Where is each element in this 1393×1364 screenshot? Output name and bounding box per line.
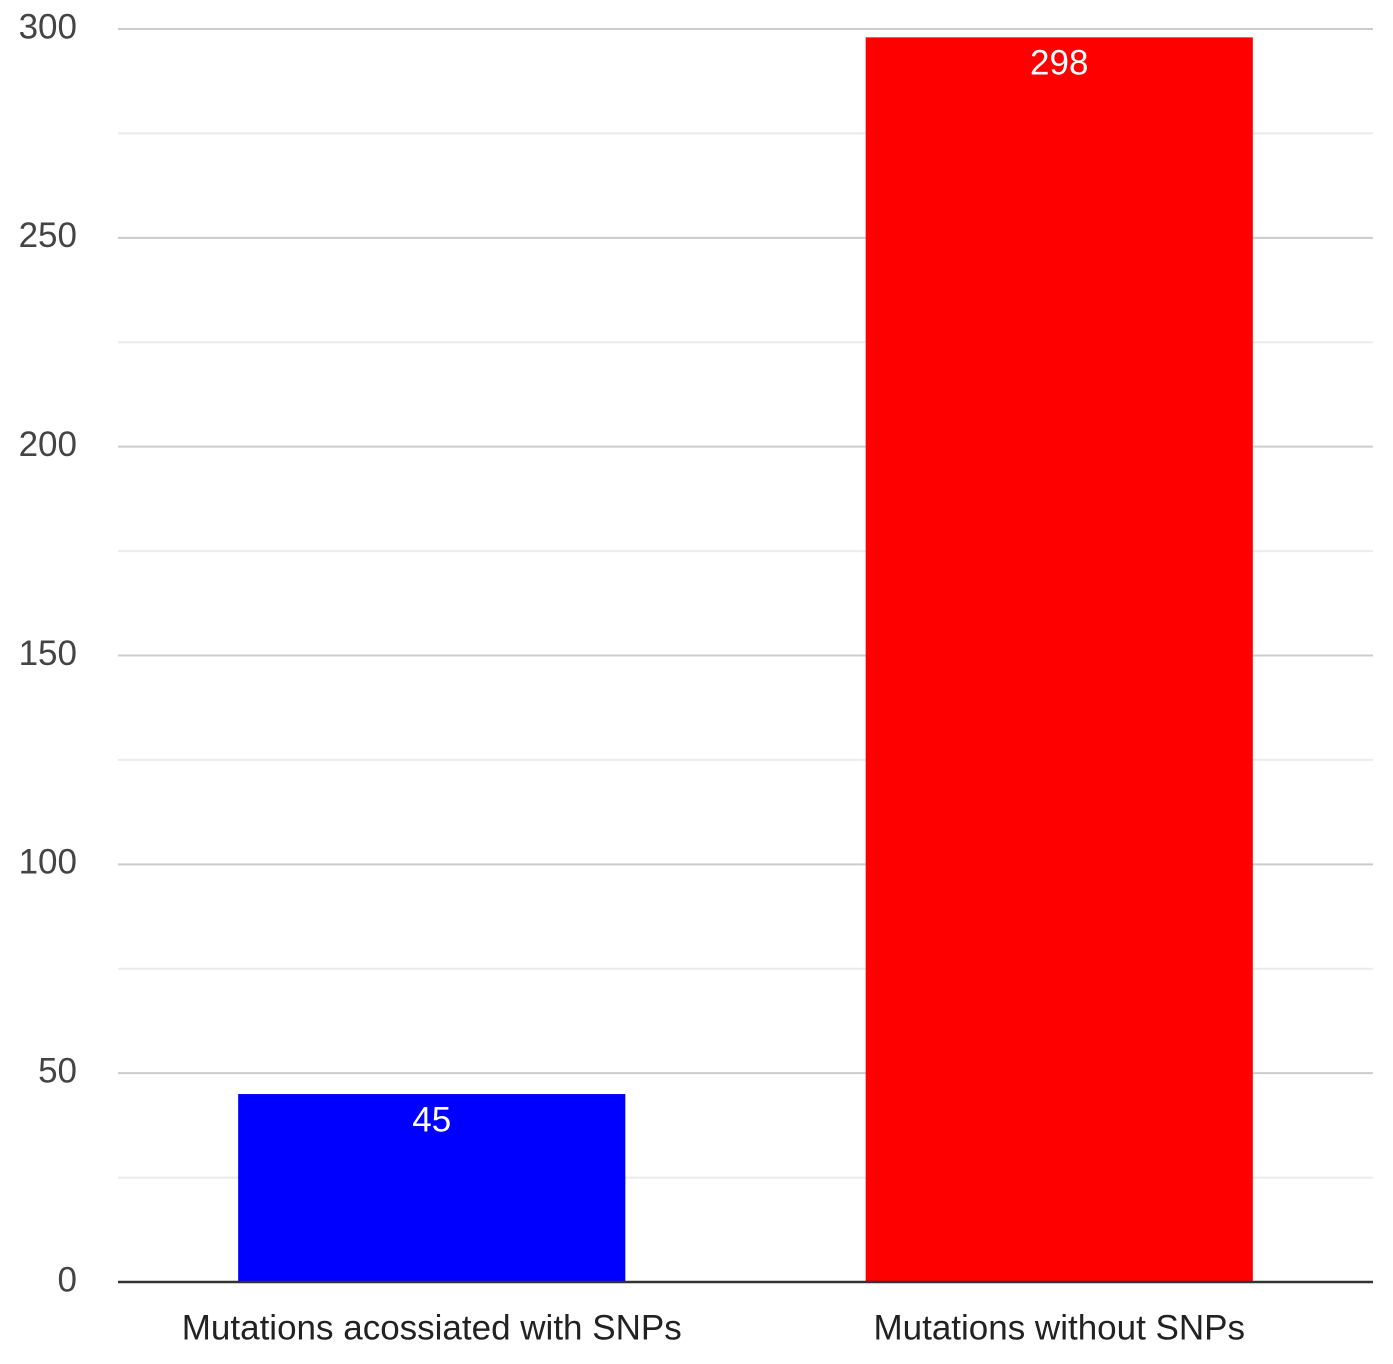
x-tick-label: Mutations acossiated with SNPs	[182, 1308, 682, 1347]
y-tick-label: 300	[19, 7, 77, 46]
data-label: 298	[1030, 44, 1088, 83]
y-tick-label: 150	[19, 634, 77, 673]
data-label: 45	[412, 1100, 451, 1139]
bar	[865, 37, 1253, 1283]
y-tick-label: 200	[19, 425, 77, 464]
bar	[238, 1094, 626, 1282]
y-tick-label: 250	[19, 216, 77, 255]
x-tick-label: Mutations without SNPs	[873, 1308, 1245, 1347]
y-tick-label: 100	[19, 843, 77, 882]
y-tick-label: 50	[38, 1051, 77, 1090]
y-tick-label: 0	[58, 1260, 77, 1299]
